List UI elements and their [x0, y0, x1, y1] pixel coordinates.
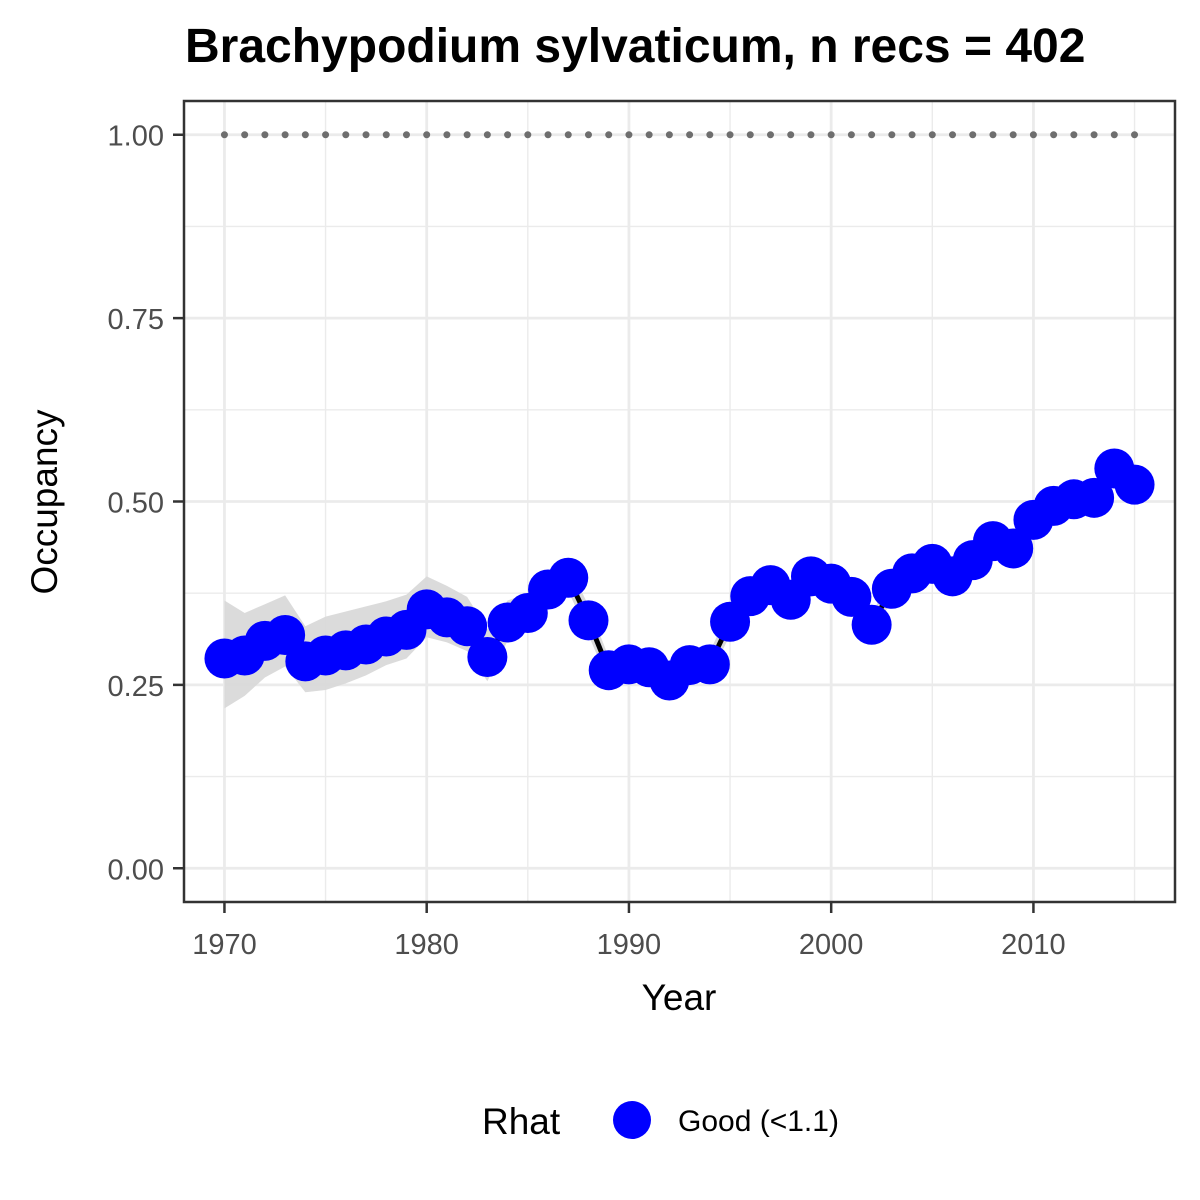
- data-point: [467, 637, 508, 678]
- data-points-layer: [204, 448, 1155, 701]
- x-axis: 1970 1980 1990 2000 2010: [192, 902, 1066, 961]
- y-axis-title: Occupancy: [24, 409, 65, 595]
- data-point: [993, 528, 1034, 569]
- x-tick-label: 2010: [1001, 929, 1066, 961]
- x-axis-title: Year: [642, 977, 717, 1018]
- y-tick-label: 0.75: [108, 304, 164, 336]
- data-point: [831, 576, 872, 617]
- data-point: [568, 600, 609, 641]
- data-point: [1114, 464, 1155, 505]
- x-tick-label: 2000: [799, 929, 864, 961]
- data-point: [548, 557, 589, 598]
- y-tick-label: 0.00: [108, 854, 164, 886]
- y-tick-label: 0.25: [108, 671, 164, 703]
- data-point: [851, 604, 892, 645]
- data-point: [1074, 477, 1115, 518]
- legend-label-good: Good (<1.1): [678, 1105, 839, 1138]
- chart-title: Brachypodium sylvaticum, n recs = 402: [185, 20, 1085, 73]
- y-tick-label: 0.50: [108, 488, 164, 520]
- legend-title: Rhat: [482, 1101, 561, 1142]
- data-point: [689, 644, 730, 685]
- x-tick-label: 1970: [192, 929, 257, 961]
- x-tick-label: 1980: [394, 929, 459, 961]
- x-tick-label: 1990: [597, 929, 662, 961]
- legend: Rhat Good (<1.1): [482, 1101, 839, 1142]
- y-axis: 0.00 0.25 0.50 0.75 1.00: [108, 121, 184, 886]
- data-point: [447, 606, 488, 647]
- legend-key-good: [613, 1101, 651, 1139]
- y-tick-label: 1.00: [108, 121, 164, 153]
